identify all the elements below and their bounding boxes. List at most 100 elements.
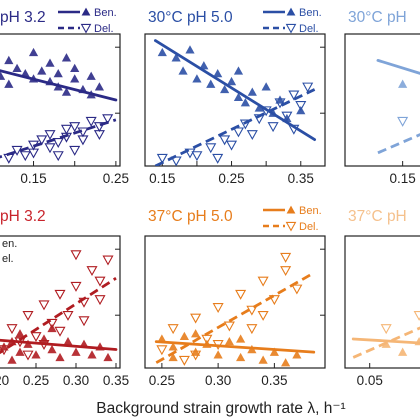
benefit-point (281, 358, 291, 367)
deleterious-point (226, 140, 238, 151)
deleterious-point (6, 324, 18, 335)
deleterious-point (268, 295, 280, 306)
deleterious-point (93, 130, 105, 141)
deleterious-fit-line (154, 88, 316, 166)
deleterious-point (288, 90, 300, 101)
deleterious-point (190, 350, 202, 361)
deleterious-point (281, 111, 293, 122)
plot-area (154, 252, 316, 367)
benefit-point (224, 337, 234, 346)
deleterious-point (212, 303, 224, 314)
x-tick-label: 0.15 (149, 171, 175, 186)
deleterious-point (235, 289, 247, 300)
benefit-point (4, 55, 14, 65)
deleterious-point (22, 310, 34, 321)
deleterious-point (156, 345, 168, 356)
benefit-point (28, 47, 39, 57)
x-tick-label: 0.15 (390, 171, 416, 186)
plot-frame (0, 33, 121, 167)
benefit-point (261, 82, 271, 91)
benefit-point (206, 79, 216, 88)
deleterious-point (178, 355, 190, 366)
benefit-point (15, 329, 25, 338)
plot-area (0, 47, 118, 164)
benefit-point (213, 69, 223, 78)
benefit-point (398, 347, 408, 356)
deleterious-point (27, 148, 40, 159)
deleterious-point (295, 101, 307, 112)
panel-1: 0.15 0.25 pH 3.2 Ben. Del. (0, 7, 129, 186)
deleterious-point (291, 284, 303, 295)
x-tick-label: 0.05 (357, 373, 383, 388)
panel-title: 30°C pH (348, 9, 407, 26)
deleterious-point (156, 153, 168, 164)
deleterious-point (280, 252, 292, 263)
deleterious-fit-line (0, 118, 117, 159)
deleterious-point (70, 250, 82, 261)
deleterious-point (257, 310, 269, 321)
benefit-fit-line (351, 337, 420, 345)
deleterious-point (54, 289, 66, 300)
deleterious-point (257, 276, 269, 287)
deleterious-point (246, 130, 258, 141)
deleterious-point (397, 116, 409, 127)
x-tick-label: 0.30 (63, 373, 89, 388)
benefit-point (247, 87, 257, 96)
deleterious-point (219, 135, 231, 146)
legend-deleterious-label: Del. (94, 23, 114, 35)
benefit-point (185, 45, 195, 54)
x-tick-label: 0.35 (103, 373, 129, 388)
legend-deleterious-label: Del. (299, 23, 319, 35)
legend-benefit-marker (286, 7, 296, 16)
panel-6: 0.050.137°C pH (344, 208, 420, 388)
plot-area (0, 250, 118, 364)
benefit-point (53, 69, 63, 78)
legend-benefit-marker (286, 205, 296, 214)
benefit-point (70, 74, 80, 83)
panels: 0.15 0.25 pH 3.2 Ben. Del. 0.15 0.25 0.35 30°C p… (0, 7, 420, 388)
legend-deleterious-marker (285, 221, 297, 232)
x-tick-label: 0.20 (0, 373, 9, 388)
plot-frame (344, 235, 420, 369)
deleterious-point (93, 122, 105, 133)
deleterious-point (46, 318, 58, 329)
panel-4: 0.20 0.25 0.30 0.35 pH 3.2 en. el. (0, 208, 129, 388)
deleterious-point (413, 310, 420, 321)
deleterious-point (78, 316, 90, 327)
benefit-point (226, 76, 237, 86)
benefit-point (168, 342, 178, 351)
deleterious-point (102, 255, 114, 266)
x-tick-label: 0.25 (149, 373, 175, 388)
x-tick-label: 0.25 (23, 373, 49, 388)
benefit-point (236, 352, 246, 362)
panel-title: 37°C pH (348, 208, 407, 225)
deleterious-point (38, 300, 50, 311)
deleterious-point (191, 151, 203, 162)
plot-area (153, 39, 317, 166)
benefit-point (0, 342, 9, 351)
x-tick-label: 0.25 (103, 171, 129, 186)
benefit-point (61, 87, 72, 96)
benefit-fit-line (0, 69, 118, 102)
benefit-point (213, 350, 223, 359)
deleterious-fit-line (377, 133, 420, 155)
deleterious-point (52, 151, 64, 162)
benefit-fit-line (376, 59, 420, 75)
panel-title: 30°C pH 5.0 (148, 9, 233, 26)
deleterious-point (22, 350, 34, 361)
benefit-point (37, 66, 47, 75)
panel-title: 37°C pH 5.0 (148, 208, 233, 225)
deleterious-point (77, 135, 89, 146)
deleterious-point (44, 130, 56, 141)
benefit-fit-line (154, 340, 316, 354)
legend: Ben. Del. (263, 205, 322, 233)
benefit-point (220, 84, 230, 94)
benefit-point (233, 66, 244, 75)
deleterious-point (30, 332, 42, 343)
benefit-point (240, 98, 250, 107)
benefit-point (192, 74, 202, 83)
benefit-point (63, 337, 73, 346)
benefit-point (199, 61, 209, 70)
benefit-point (269, 347, 279, 356)
